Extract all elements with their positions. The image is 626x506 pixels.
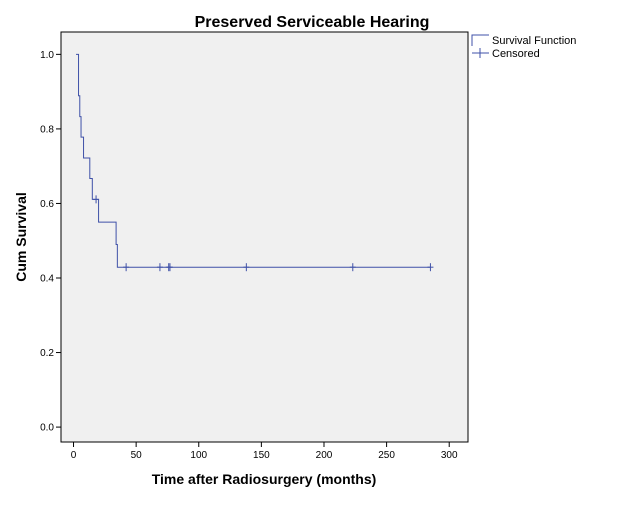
y-tick-label: 1.0 <box>40 50 54 61</box>
y-tick-label: 0.2 <box>40 348 54 359</box>
legend-label-survival: Survival Function <box>492 35 576 47</box>
x-tick-label: 0 <box>71 450 77 461</box>
legend-label-censored: Censored <box>492 48 540 60</box>
censored-marker <box>243 263 250 272</box>
survival-function-line <box>76 53 431 268</box>
x-tick-label: 200 <box>316 450 333 461</box>
x-tick-label: 100 <box>190 450 207 461</box>
x-tick-label: 150 <box>253 450 270 461</box>
chart-title: Preserved Serviceable Hearing <box>195 14 430 31</box>
plot-area <box>60 31 469 443</box>
censored-marker <box>166 263 173 272</box>
censored-marker <box>123 263 130 272</box>
legend-symbol-survival <box>471 34 489 46</box>
x-tick-label: 250 <box>378 450 395 461</box>
x-tick-label: 50 <box>131 450 143 461</box>
y-tick-label: 0.8 <box>40 124 54 135</box>
y-axis: 0.0 0.2 0.4 0.6 0.8 1.0 <box>40 50 61 434</box>
x-axis-label: Time after Radiosurgery (months) <box>152 471 377 487</box>
y-axis-label: Cum Survival <box>13 192 29 281</box>
censored-marker <box>349 263 356 272</box>
legend-symbol-censored <box>472 48 489 58</box>
series-layer <box>76 53 434 272</box>
y-tick-label: 0.4 <box>40 274 54 285</box>
censored-marker <box>427 263 434 272</box>
censored-marker <box>156 263 163 272</box>
censored-marker <box>93 195 100 204</box>
y-tick-label: 0.6 <box>40 199 54 210</box>
y-tick-label: 0.0 <box>40 423 54 434</box>
x-axis: 0 50 100 150 200 250 300 <box>71 442 458 461</box>
x-tick-label: 300 <box>441 450 458 461</box>
